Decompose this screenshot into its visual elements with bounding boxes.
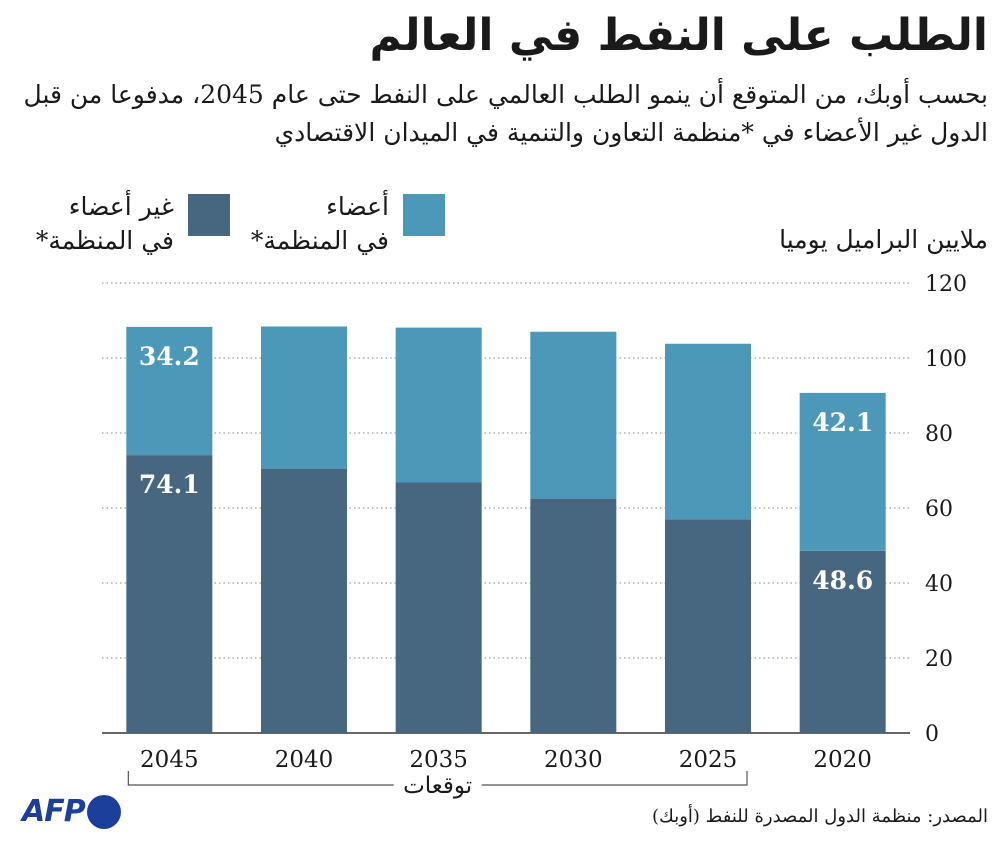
x-tick-label-2030: 2030 [544, 747, 603, 773]
bar-2045-series-1 [126, 326, 213, 456]
bracket-left [127, 771, 394, 786]
data-label-2045-1: 34.2 [139, 342, 200, 371]
data-label-2020-1: 42.1 [812, 408, 873, 437]
bar-2020-series-0 [799, 550, 886, 733]
legend-label-members: أعضاء في المنظمة* [250, 192, 389, 255]
bar-2045-series-0 [126, 455, 213, 733]
legend-label-non-members: غير أعضاء في المنظمة* [35, 192, 174, 255]
y-tick-label: 100 [925, 347, 967, 372]
data-label-2045-0: 74.1 [139, 470, 200, 499]
legend-swatch-members [403, 194, 445, 236]
unit-label: ملايين البراميل يوميا [779, 225, 988, 254]
x-tick-labels: 2045 2040 2035 2030 2025 2020 [140, 747, 872, 773]
bar-2030-series-1 [530, 331, 617, 499]
chart-subtitle: بحسب أوبك، من المتوقع أن ينمو الطلب العا… [23, 80, 988, 147]
bars [126, 326, 886, 733]
source-note: المصدر: منظمة الدول المصدرة للنفط (أوبك) [652, 806, 988, 827]
bar-2025-series-1 [665, 343, 751, 520]
projection-bracket: توقعات [127, 771, 748, 799]
data-labels: 74.1 34.2 48.6 42.1 [139, 342, 873, 595]
bar-2040-series-0 [261, 468, 347, 733]
y-tick-label: 80 [925, 422, 953, 447]
bracket-right [481, 771, 748, 786]
y-tick-label: 120 [925, 272, 967, 297]
legend-item-non-members: غير أعضاء في المنظمة* [36, 190, 230, 258]
gridlines [102, 282, 910, 734]
logo-dot-icon [86, 794, 121, 829]
chart-title: الطلب على النفط في العالم [369, 10, 988, 61]
bar-2035-series-0 [395, 482, 482, 733]
x-tick-label-2025: 2025 [679, 747, 738, 773]
legend-item-members: أعضاء في المنظمة* [251, 190, 445, 258]
x-tick-label-2045: 2045 [140, 747, 199, 773]
y-tick-label: 0 [925, 722, 939, 747]
data-label-2020-0: 48.6 [812, 566, 873, 595]
bar-2035-series-1 [395, 327, 482, 483]
y-tick-label: 40 [925, 572, 953, 597]
afp-logo: AFP [22, 794, 121, 829]
y-tick-label: 60 [925, 497, 953, 522]
bar-2030-series-0 [530, 498, 617, 733]
bar-2025-series-0 [665, 519, 751, 733]
bar-2020-series-1 [799, 392, 886, 551]
legend-swatch-non-members [188, 194, 230, 236]
projection-label: توقعات [403, 773, 472, 799]
logo-text: AFP [22, 794, 86, 829]
bar-2040-series-1 [261, 326, 347, 469]
y-tick-labels: 0 20 40 60 80 100 120 [925, 272, 967, 747]
x-tick-label-2020: 2020 [813, 747, 872, 773]
y-tick-label: 20 [925, 647, 953, 672]
x-tick-label-2035: 2035 [409, 747, 468, 773]
x-tick-label-2040: 2040 [275, 747, 334, 773]
